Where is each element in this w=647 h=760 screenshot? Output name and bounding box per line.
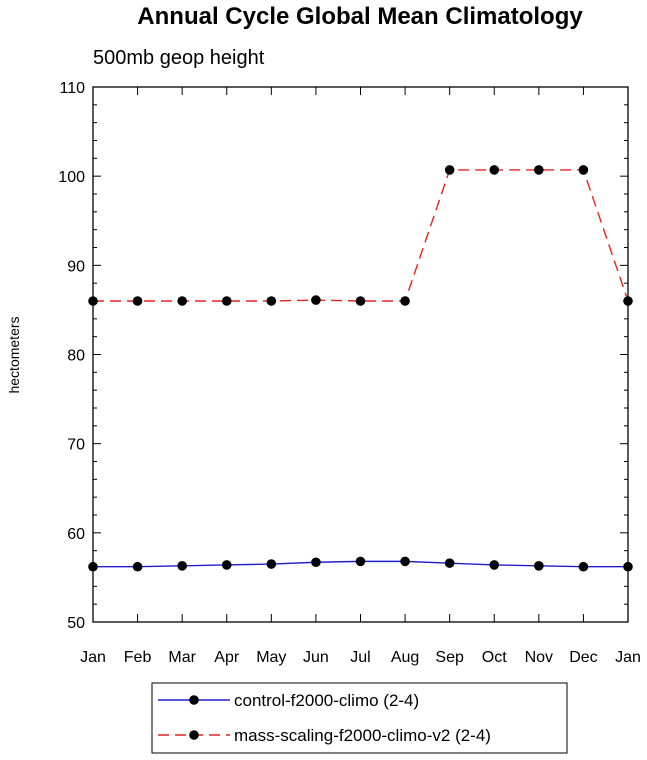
y-tick-label: 100 (58, 169, 85, 186)
legend: control-f2000-climo (2-4) mass-scaling-f2… (151, 682, 568, 754)
data-point (177, 296, 187, 306)
chart-subtitle: 500mb geop height (93, 47, 265, 69)
data-point (444, 558, 455, 568)
data-point (221, 296, 232, 306)
data-point (400, 296, 410, 306)
data-point (578, 561, 589, 572)
y-tick-label: 70 (67, 437, 85, 454)
data-point (132, 561, 143, 572)
y-tick-label: 90 (67, 258, 85, 275)
x-tick-label: Jan (80, 649, 106, 666)
data-point (311, 557, 321, 568)
data-point (355, 296, 366, 306)
x-tick-label: Sep (435, 649, 464, 666)
data-point (88, 561, 98, 572)
data-point (623, 561, 633, 572)
y-tick-label: 80 (67, 348, 85, 365)
y-tick-label: 110 (59, 80, 85, 97)
data-point (444, 165, 455, 175)
chart-title: Annual Cycle Global Mean Climatology (137, 3, 583, 30)
data-point (88, 296, 98, 306)
x-tick-label: Jan (615, 649, 641, 666)
data-point (311, 295, 321, 305)
legend-marker (189, 695, 199, 705)
data-point (534, 165, 544, 175)
y-tick-label: 50 (67, 615, 85, 632)
data-point (534, 561, 544, 571)
y-tick-label: 60 (67, 526, 85, 543)
data-point (266, 559, 277, 569)
data-point (355, 556, 366, 567)
data-point (266, 296, 277, 306)
legend-label: control-f2000-climo (2-4) (234, 691, 419, 710)
x-tick-label: Apr (214, 649, 240, 666)
data-point (578, 165, 589, 175)
x-tick-label: Jul (350, 649, 370, 666)
y-axis-label: hectometers (6, 316, 22, 393)
x-tick-label: Nov (525, 649, 553, 666)
legend-marker (189, 730, 199, 740)
x-tick-label: Aug (391, 649, 419, 666)
data-point (132, 296, 143, 306)
data-point (623, 296, 633, 306)
x-tick-label: Dec (569, 649, 597, 666)
data-point (177, 561, 187, 571)
x-tick-label: Feb (124, 649, 152, 666)
x-tick-label: May (256, 649, 286, 666)
plot-frame (92, 86, 629, 623)
x-tick-label: Mar (168, 649, 196, 666)
plot-area: 50 60 70 80 90 100 110 Jan Feb Mar Apr May Jun Jul Aug… (58, 80, 641, 666)
legend-label: mass-scaling-f2000-climo-v2 (2-4) (234, 726, 491, 745)
data-point (400, 556, 410, 567)
x-tick-label: Jun (303, 649, 329, 666)
x-tick-label: Oct (482, 649, 507, 666)
series-line-2 (93, 169, 629, 302)
legend-box (151, 682, 568, 754)
data-point (489, 560, 500, 570)
data-point (489, 165, 500, 175)
data-point (221, 560, 232, 570)
